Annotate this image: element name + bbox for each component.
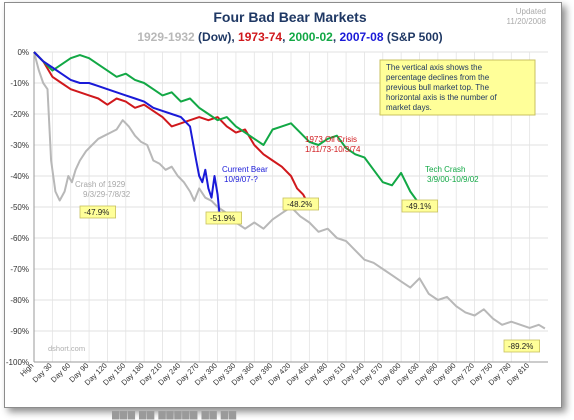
annotation-label: Current Bear: [222, 165, 268, 174]
annotation-value: -49.1%: [406, 202, 431, 211]
annotation-dates: 10/9/07-?: [224, 175, 258, 184]
y-axis: 0% -10% -20% -30% -40% -50% -60% -70% -80% -90% -1…: [6, 48, 29, 367]
subtitle-part: 1973-74: [238, 30, 282, 44]
y-tick-label: -30%: [10, 141, 29, 150]
y-tick-label: -50%: [10, 203, 29, 212]
y-tick-label: -40%: [10, 172, 29, 181]
chart-title: Four Bad Bear Markets: [213, 9, 366, 25]
annotation-dates: 3/9/00-10/9/02: [427, 175, 479, 184]
x-tick-label: Day 30: [31, 361, 54, 384]
note-line: previous bull market top. The: [386, 83, 490, 92]
subtitle-part: ,: [333, 30, 340, 44]
y-tick-label: -20%: [10, 110, 29, 119]
annotation-value-box: [503, 339, 540, 353]
subtitle-part: (Dow),: [195, 30, 238, 44]
y-tick-label: -100%: [6, 358, 29, 367]
note-text: The vertical axis shows the percentage de…: [386, 63, 498, 112]
annotation-value: -89.2%: [508, 342, 533, 351]
annotation-value-box: [79, 205, 116, 219]
annotation-value-box: [401, 199, 438, 213]
note-line: percentage declines from the: [386, 73, 490, 82]
x-tick-label: Day 60: [49, 361, 72, 384]
explanation-note: The vertical axis shows the percentage de…: [379, 59, 536, 116]
annotation-dates: 1/11/73-10/3/74: [305, 145, 361, 154]
note-line: The vertical axis shows the: [386, 63, 483, 72]
annotation-value-box: [205, 211, 242, 225]
subtitle-part: ,: [282, 30, 289, 44]
annotation-label: 1973 Oil Crisis: [305, 135, 357, 144]
annotation-value: -51.9%: [210, 214, 235, 223]
y-tick-label: -60%: [10, 234, 29, 243]
annotation-value: -47.9%: [84, 208, 109, 217]
y-tick-label: -80%: [10, 296, 29, 305]
subtitle-part: (S&P 500): [384, 30, 443, 44]
subtitle-part: 2000-02: [289, 30, 333, 44]
cropped-caption: ▆▆▆ ▆▆ ▆▆▆▆▆ ▆▆ ▆▆: [112, 409, 237, 419]
updated-label: Updated: [516, 7, 546, 16]
series-line-tech-crash: [33, 51, 421, 205]
chart-subtitle: 1929-1932 (Dow), 1973-74, 2000-02, 2007-…: [137, 30, 442, 44]
annotation-label: Crash of 1929: [75, 180, 126, 189]
series-line-1973-oil-crisis: [33, 51, 308, 202]
annotation-value: -48.2%: [287, 200, 312, 209]
updated-date: 11/20/2008: [507, 17, 547, 26]
y-tick-label: -70%: [10, 265, 29, 274]
annotation-label: Tech Crash: [425, 165, 465, 174]
series-line-current-bear: [33, 51, 221, 213]
y-tick-label: -10%: [10, 79, 29, 88]
note-line: market days.: [386, 103, 432, 112]
y-tick-label: -90%: [10, 327, 29, 336]
subtitle-part: 2007-08: [339, 30, 383, 44]
y-tick-label: 0%: [17, 48, 29, 57]
annotation-dates: 9/3/29-7/8/32: [83, 190, 131, 199]
annotation-value-box: [282, 197, 319, 211]
subtitle-part: 1929-1932: [137, 30, 195, 44]
note-line: horizontal axis is the number of: [386, 93, 498, 102]
source-credit: dshort.com: [48, 344, 85, 353]
